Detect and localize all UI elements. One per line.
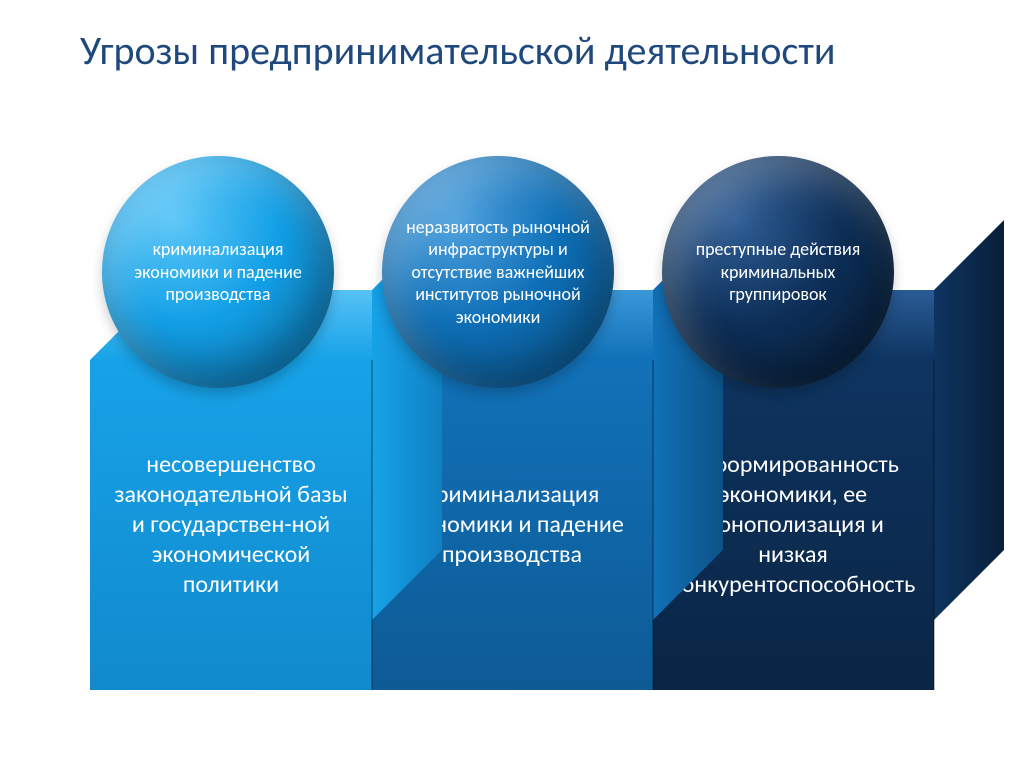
cube-edge [371, 360, 373, 690]
sphere-2: преступные действия криминальных группир… [662, 156, 894, 388]
diagram: несовершенство законодательной базы и го… [0, 180, 1024, 740]
slide: Угрозы предпринимательской деятельности … [0, 0, 1024, 767]
sphere-1: неразвитость рыночной инфраструктуры и о… [382, 156, 614, 388]
cube-side [934, 220, 1004, 620]
sphere-label: преступные действия криминальных группир… [680, 238, 876, 306]
page-title: Угрозы предпринимательской деятельности [80, 28, 930, 74]
sphere-label: криминализация экономики и падение произ… [120, 238, 316, 306]
sphere-label: неразвитость рыночной инфраструктуры и о… [400, 216, 596, 329]
cube-edge [652, 360, 654, 690]
cube-0: несовершенство законодательной базы и го… [90, 360, 372, 690]
cube-label: несовершенство законодательной базы и го… [90, 360, 372, 690]
cube-edge [933, 360, 935, 690]
sphere-0: криминализация экономики и падение произ… [102, 156, 334, 388]
